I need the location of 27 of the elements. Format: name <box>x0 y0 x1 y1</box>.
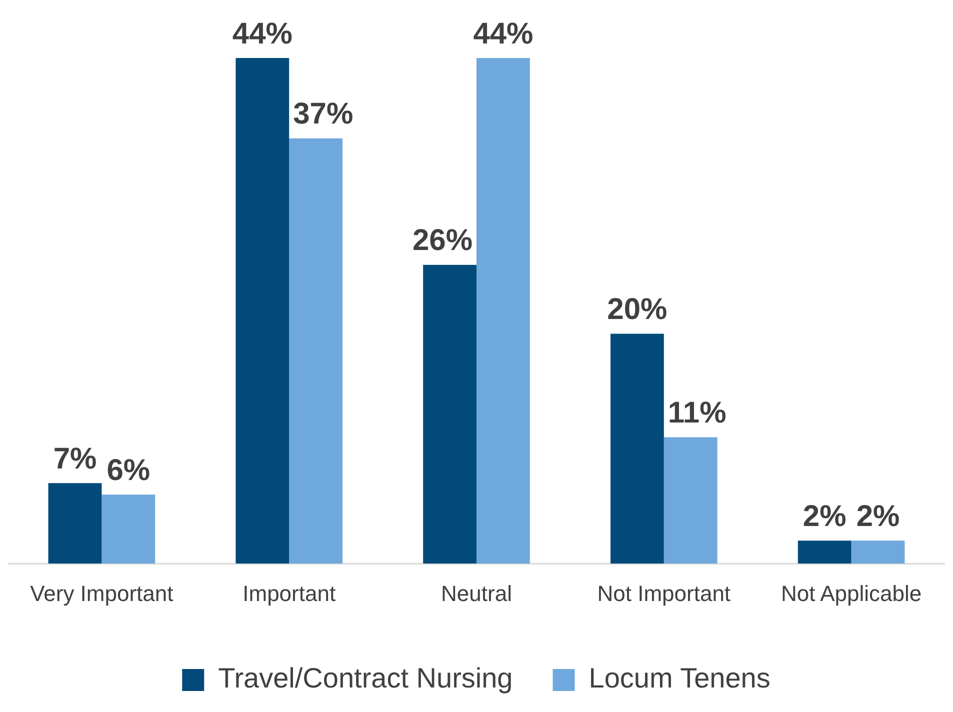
x-tick-label: Important <box>242 580 336 606</box>
x-tick-label: Not Important <box>597 580 731 606</box>
x-tick-label: Very Important <box>30 580 174 606</box>
x-tick-label: Neutral <box>441 580 512 606</box>
data-label: 26% <box>412 224 472 258</box>
x-tick-label: Not Applicable <box>780 580 922 606</box>
data-label: 20% <box>607 293 668 326</box>
legend-label: Travel/Contract Nursing <box>218 662 513 694</box>
bar <box>798 540 852 564</box>
data-label: 44% <box>473 17 534 50</box>
legend-label: Locum Tenens <box>588 662 770 694</box>
bar <box>664 437 718 564</box>
bar <box>102 494 156 564</box>
data-label: 44% <box>232 17 292 50</box>
bar <box>476 58 530 564</box>
bar <box>48 483 102 564</box>
data-label: 2% <box>802 500 846 533</box>
bar <box>236 58 290 564</box>
data-label: 6% <box>106 454 150 487</box>
data-label: 7% <box>53 442 97 476</box>
data-label: 2% <box>856 500 900 533</box>
bar <box>851 540 905 564</box>
bar <box>423 264 476 564</box>
data-label: 11% <box>668 396 726 430</box>
data-label: 37% <box>293 98 354 131</box>
bar <box>610 334 664 564</box>
bar <box>289 138 343 564</box>
